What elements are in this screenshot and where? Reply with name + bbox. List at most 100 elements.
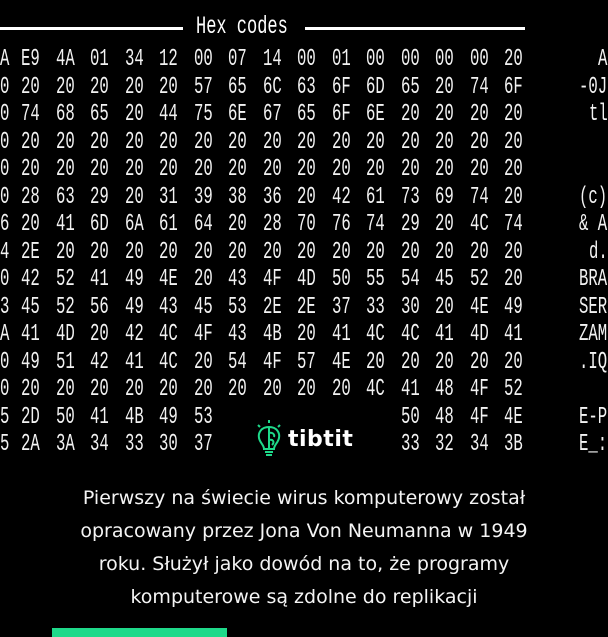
hex-byte: 20 (469, 129, 489, 156)
hex-byte: 74 (504, 211, 523, 239)
hex-byte: 00 (297, 46, 316, 74)
hex-byte: 70 (297, 211, 316, 239)
hex-byte: 4F (469, 376, 489, 404)
hex-lead-char: 3 (0, 294, 10, 321)
hex-byte: 00 (193, 46, 213, 74)
hex-byte: 20 (262, 156, 282, 184)
hex-byte: 42 (331, 184, 351, 211)
hex-byte: 6D (366, 74, 385, 101)
hex-ascii: (c) (579, 184, 608, 211)
hex-byte: 20 (435, 156, 454, 184)
hex-ascii: ZAM (579, 321, 608, 349)
hex-byte: 20 (90, 321, 109, 349)
hex-byte: 53 (193, 404, 213, 431)
hex-byte: 74 (366, 211, 385, 239)
hex-byte: 42 (90, 349, 109, 376)
hex-byte: 20 (331, 156, 351, 184)
hex-byte: 52 (504, 376, 523, 404)
hex-byte: 4C (366, 376, 385, 404)
hex-byte: 4C (469, 211, 489, 239)
hex-lead-char: A (0, 321, 10, 349)
brand-name: tibtit (288, 426, 354, 452)
hex-byte: 56 (90, 294, 109, 321)
hex-byte: 20 (435, 101, 454, 129)
hex-byte: 65 (228, 74, 247, 101)
hex-lead-char: 6 (0, 211, 10, 239)
hex-byte: 34 (124, 46, 144, 74)
hex-byte: 20 (21, 211, 40, 239)
caption-line: komputerowe są zdolne do replikacji (130, 586, 478, 608)
hex-byte: 20 (90, 239, 109, 266)
hex-header-line-left (0, 27, 183, 30)
hex-byte: 20 (435, 74, 454, 101)
hex-byte: 6A (124, 211, 144, 239)
hex-byte: 2A (21, 431, 40, 459)
accent-bar (52, 628, 227, 637)
hex-byte: 49 (124, 294, 144, 321)
hex-byte: 64 (193, 211, 213, 239)
hex-byte: 45 (21, 294, 40, 321)
hex-byte: 4E (504, 404, 523, 431)
hex-ascii: SER (579, 294, 608, 321)
hex-byte: 74 (469, 184, 489, 211)
hex-byte: 55 (366, 266, 385, 294)
hex-byte: 65 (90, 101, 109, 129)
hex-byte: 20 (435, 239, 454, 266)
caption-line: roku. Służył jako dowód na to, że progra… (98, 553, 510, 575)
hex-byte: 43 (159, 294, 178, 321)
hex-byte: 4E (469, 294, 489, 321)
hex-byte: 20 (124, 376, 144, 404)
caption-line: opracowany przez Jona Von Neumanna w 194… (80, 520, 528, 542)
hex-byte: 20 (262, 239, 282, 266)
hex-lead-char: 0 (0, 376, 10, 404)
hex-byte: 20 (228, 129, 247, 156)
hex-byte: 76 (331, 211, 351, 239)
hex-header-title: Hex codes (196, 14, 288, 42)
hex-byte: 20 (228, 156, 247, 184)
hex-byte: 20 (124, 184, 144, 211)
hex-byte: 50 (400, 404, 420, 431)
hex-byte: 4D (55, 321, 75, 349)
hex-byte: 4A (55, 46, 75, 74)
hex-byte: 20 (400, 101, 420, 129)
hex-byte: 20 (124, 156, 144, 184)
hex-byte: 00 (435, 46, 454, 74)
hex-lead-char: 5 (0, 431, 10, 459)
hex-byte: 20 (193, 349, 213, 376)
hex-byte: 29 (400, 211, 420, 239)
hex-ascii: BRA (579, 266, 608, 294)
hex-byte: 28 (262, 211, 282, 239)
hex-byte: 12 (159, 46, 178, 74)
hex-byte: 20 (21, 376, 40, 404)
hex-byte: 45 (193, 294, 213, 321)
hex-byte: 34 (469, 431, 489, 459)
hex-byte: 20 (90, 129, 109, 156)
hex-ascii: E-P (579, 404, 608, 431)
hex-byte: 4C (400, 321, 420, 349)
hex-byte: 20 (504, 239, 523, 266)
hex-byte: 2E (297, 294, 316, 321)
hex-byte: 2E (262, 294, 282, 321)
hex-byte: 53 (228, 294, 247, 321)
hex-ascii: A (598, 46, 608, 74)
hex-byte: 07 (228, 46, 247, 74)
hex-byte: 6F (331, 74, 351, 101)
hex-byte: 20 (262, 376, 282, 404)
hex-byte: 42 (124, 321, 144, 349)
hex-byte: 33 (124, 431, 144, 459)
hex-byte: 20 (55, 156, 75, 184)
hex-byte: 31 (159, 184, 178, 211)
hex-byte: 52 (55, 266, 75, 294)
hex-byte: 20 (331, 129, 351, 156)
hex-byte: 20 (504, 156, 523, 184)
hex-byte: 20 (469, 101, 489, 129)
hex-byte: 14 (262, 46, 282, 74)
hex-ascii: tl (588, 101, 608, 129)
hex-byte: 74 (21, 101, 40, 129)
hex-byte: 00 (366, 46, 385, 74)
hex-byte: 41 (55, 211, 75, 239)
hex-lead-char: 0 (0, 156, 10, 184)
hex-byte: 4C (159, 321, 178, 349)
hex-byte: 6E (228, 101, 247, 129)
hex-byte: 20 (124, 239, 144, 266)
